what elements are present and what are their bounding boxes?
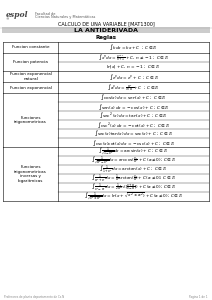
Text: $\int a^x dx = \frac{a^x}{\ln(a)} + C \;\;; \; C \in \mathbb{R}$: $\int a^x dx = \frac{a^x}{\ln(a)} + C \;… (107, 82, 160, 93)
Text: $\int \sec(x)\tan(x)\, dx = \sec(x) + C \;; \; C \in \mathbb{R}$: $\int \sec(x)\tan(x)\, dx = \sec(x) + C … (94, 128, 173, 139)
Text: $\int \frac{1}{1+x^2} dx = \arctan(x) + C \;; \; C \in \mathbb{R}$: $\int \frac{1}{1+x^2} dx = \arctan(x) + … (99, 164, 168, 175)
Text: $\int \frac{1}{\sqrt{x^2\pm a^2}} dx = \ln\!(x+\sqrt{x^2\pm a^2})+C\,(a\neq 0);\: $\int \frac{1}{\sqrt{x^2\pm a^2}} dx = \… (84, 191, 183, 202)
Text: $\int \frac{1}{\sqrt{1-x^2}} dx = \arcsin(x) + C \;; \; C \in \mathbb{R}$: $\int \frac{1}{\sqrt{1-x^2}} dx = \arcsi… (98, 146, 169, 157)
Text: Funcion potencia: Funcion potencia (13, 60, 48, 64)
Text: Funcion exponencial
natural: Funcion exponencial natural (10, 72, 52, 81)
Text: $\int \frac{1}{a^2+x^2} dx = \frac{1}{a}\arctan\!(\frac{x}{a})+C\,(a\neq 0);\,C\: $\int \frac{1}{a^2+x^2} dx = \frac{1}{a}… (91, 173, 176, 184)
Text: $\int \frac{1}{x^2-a^2} dx = \frac{1}{2a}\ln\!(|\frac{x+a}{x-a}|)+C\,(a\neq 0);\: $\int \frac{1}{x^2-a^2} dx = \frac{1}{2a… (91, 182, 176, 193)
Text: $\int e^x dx = e^x + C \;\;; \; C \in \mathbb{R}$: $\int e^x dx = e^x + C \;\;; \; C \in \m… (109, 71, 159, 82)
Text: $\int \csc^2(x)\, dx = -\cot(x) + C \;; \; C \in \mathbb{R}$: $\int \csc^2(x)\, dx = -\cot(x) + C \;; … (97, 119, 170, 130)
Text: ®: ® (6, 17, 10, 22)
Text: Pagina 1 de 1: Pagina 1 de 1 (189, 295, 208, 299)
Text: $\int k\, dx = kx + C \;\;; \; C \in \mathbb{R}$: $\int k\, dx = kx + C \;\;; \; C \in \ma… (109, 43, 158, 52)
Text: $\int \sec^2(x)\, dx = \tan(x) + C \;; \; C \in \mathbb{R}$: $\int \sec^2(x)\, dx = \tan(x) + C \;; \… (99, 110, 168, 121)
Text: Funciones
trigonometricas
inversas y
logaritmicas: Funciones trigonometricas inversas y log… (14, 165, 47, 183)
Text: $\int \mathrm{sen}(x)\, dx = -\cos(x) + C \;; \; C \in \mathbb{R}$: $\int \mathrm{sen}(x)\, dx = -\cos(x) + … (98, 101, 169, 112)
Text: Ciencias Naturales y Matemáticas: Ciencias Naturales y Matemáticas (35, 15, 95, 19)
FancyBboxPatch shape (2, 27, 210, 33)
Text: LA ANTIDERIVADA: LA ANTIDERIVADA (74, 28, 138, 32)
Text: Funcion exponencial: Funcion exponencial (10, 85, 52, 89)
Text: CALCULO DE UNA VARIABLE [MAT1300]: CALCULO DE UNA VARIABLE [MAT1300] (58, 22, 154, 26)
Text: Facultad de: Facultad de (35, 12, 55, 16)
Text: $\ln|x|+C, \; n=-1 \;; \; C\in\mathbb{R}$: $\ln|x|+C, \; n=-1 \;; \; C\in\mathbb{R}… (106, 63, 161, 70)
Text: Profesores de planta departamento de Cs.N: Profesores de planta departamento de Cs.… (4, 295, 64, 299)
Text: $\int \frac{1}{\sqrt{a^2-x^2}} dx = \arccos\!(\frac{x}{a})+C\,(a\neq 0);\,C\in\m: $\int \frac{1}{\sqrt{a^2-x^2}} dx = \arc… (91, 155, 176, 166)
Text: $\int \cos(x)\, dx = \mathrm{sen}(x) + C \;; \; C \in \mathbb{R}$: $\int \cos(x)\, dx = \mathrm{sen}(x) + C… (100, 92, 167, 103)
Text: $\int \csc(x)\cot(x)\, dx = -\csc(x) + C \;; \; C \in \mathbb{R}$: $\int \csc(x)\cot(x)\, dx = -\csc(x) + C… (92, 137, 175, 148)
Text: espol: espol (6, 11, 28, 19)
Text: $\int x^n dx = \frac{x^{n+1}}{n+1}+C, \; n\neq -1 \;; \; C\in\mathbb{R}$: $\int x^n dx = \frac{x^{n+1}}{n+1}+C, \;… (98, 52, 169, 63)
Text: Funciones
trigonometricas: Funciones trigonometricas (14, 116, 47, 124)
Text: Funcion constante: Funcion constante (12, 46, 49, 50)
Text: Reglas: Reglas (95, 35, 117, 40)
